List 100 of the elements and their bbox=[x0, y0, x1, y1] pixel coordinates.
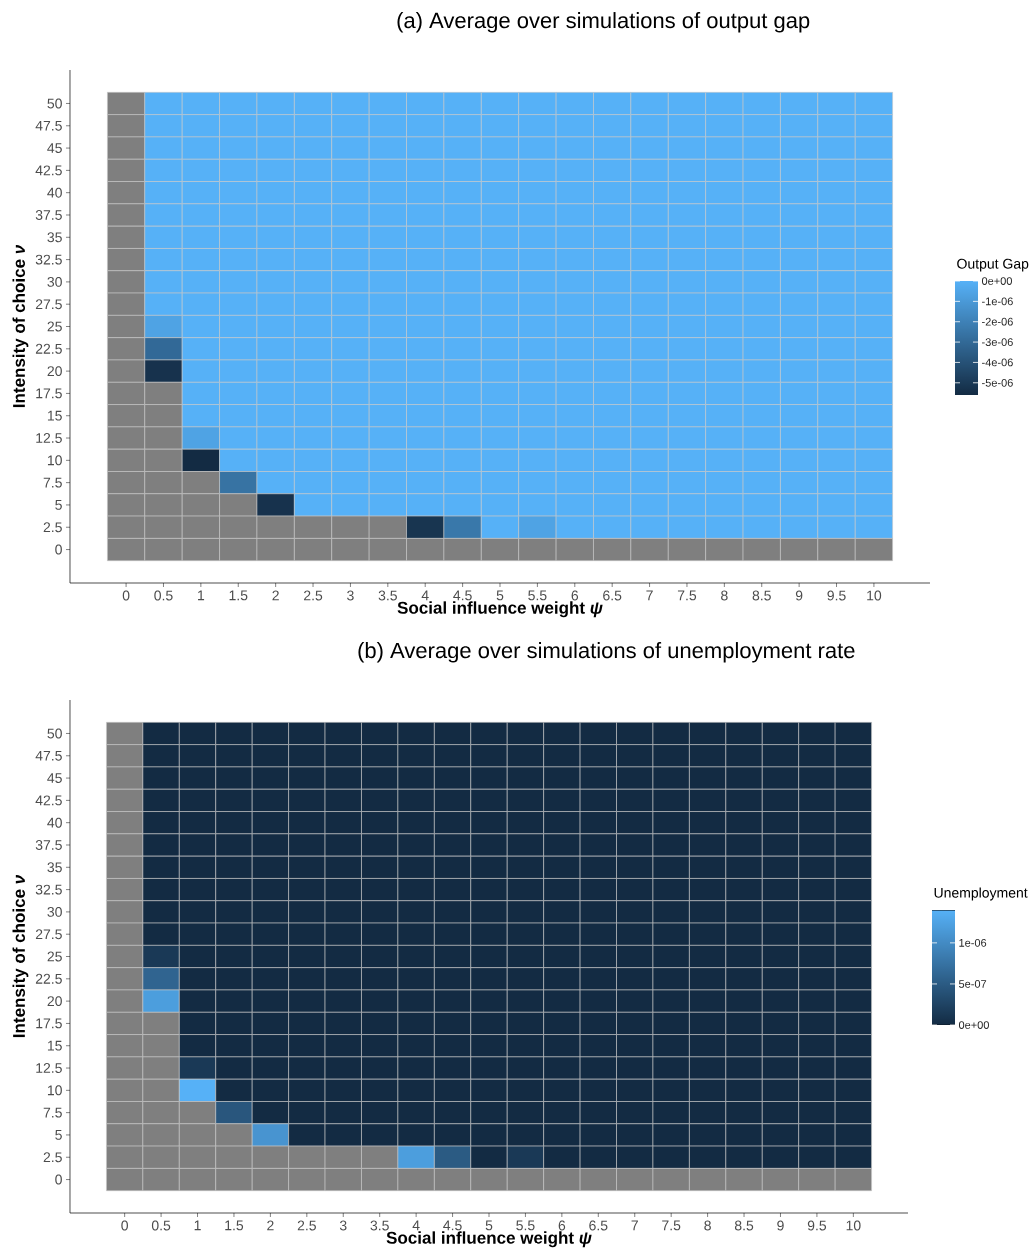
x-tick-label: 1 bbox=[198, 590, 205, 601]
x-tick-label: 10 bbox=[867, 590, 882, 601]
y-tick-label: 0 bbox=[55, 544, 62, 555]
x-tick-label: 9.5 bbox=[807, 1220, 827, 1231]
x-tick-label: 3 bbox=[347, 590, 354, 601]
y-tick-label: 45 bbox=[47, 143, 62, 153]
x-tick-label: 1 bbox=[194, 1220, 201, 1231]
y-tick-label: 47.5 bbox=[35, 750, 62, 761]
y-tick-label: 2.5 bbox=[43, 522, 62, 533]
x-tick-label: 2.5 bbox=[304, 590, 323, 601]
y-tick-label: 40 bbox=[47, 817, 62, 828]
y-tick-label: 45 bbox=[47, 773, 62, 783]
x-tick-label: 0.5 bbox=[151, 1220, 171, 1231]
x-tick-label: 7 bbox=[646, 590, 653, 601]
chart-title: (a) Average over simulations of output gap bbox=[397, 12, 810, 33]
chart-title: (b) Average over simulations of unemployment rate bbox=[358, 642, 855, 663]
y-tick-label: 5 bbox=[55, 500, 62, 510]
y-tick-label: 42.5 bbox=[35, 795, 62, 806]
color-bar-label: -2e-06 bbox=[982, 317, 1013, 326]
y-tick-label: 32.5 bbox=[35, 254, 62, 265]
x-tick-label: 8.5 bbox=[752, 590, 771, 601]
color-bar-label: 0e+00 bbox=[981, 277, 1012, 285]
y-tick-label: 50 bbox=[47, 728, 62, 739]
x-tick-label: 5 bbox=[496, 590, 504, 601]
x-tick-label: 0 bbox=[122, 590, 130, 601]
y-tick-label: 7.5 bbox=[43, 477, 62, 488]
y-tick-label: 42.5 bbox=[35, 165, 62, 176]
color-bar-label: -1e-06 bbox=[982, 297, 1013, 306]
x-tick-label: 2 bbox=[272, 590, 279, 601]
y-tick-label: 20 bbox=[47, 996, 62, 1007]
color-bar-label: 0e+00 bbox=[958, 1021, 989, 1029]
y-tick-label: 22.5 bbox=[35, 343, 62, 354]
x-tick-label: 8.5 bbox=[734, 1220, 754, 1231]
y-tick-label: 25 bbox=[47, 321, 62, 332]
x-tick-label: 3 bbox=[339, 1220, 347, 1231]
x-tick-label: 0.5 bbox=[154, 590, 173, 601]
y-tick-label: 47.5 bbox=[35, 120, 62, 131]
x-tick-label: 8 bbox=[704, 1220, 711, 1231]
x-tick-label: 9 bbox=[795, 590, 803, 601]
y-tick-label: 17.5 bbox=[36, 388, 62, 399]
x-tick-label: 6 bbox=[558, 1220, 566, 1231]
x-tick-label: 1.5 bbox=[225, 1220, 244, 1231]
x-tick-label: 9 bbox=[777, 1220, 784, 1231]
y-tick-label: 32.5 bbox=[35, 884, 62, 895]
x-tick-label: 1.5 bbox=[229, 590, 248, 601]
y-tick-label: 17.5 bbox=[36, 1018, 62, 1029]
y-axis-title: Intensity of choice ν bbox=[12, 244, 29, 408]
color-bar-title: Output Gap bbox=[957, 258, 1029, 272]
color-bar-label: -3e-06 bbox=[982, 338, 1013, 346]
y-tick-label: 22.5 bbox=[35, 973, 62, 984]
y-tick-label: 15 bbox=[47, 1040, 62, 1051]
x-tick-label: 2 bbox=[267, 1220, 274, 1231]
x-tick-label: 5.5 bbox=[528, 590, 547, 601]
x-tick-label: 2.5 bbox=[297, 1220, 316, 1231]
x-tick-label: 7.5 bbox=[677, 590, 697, 601]
x-tick-label: 7 bbox=[631, 1220, 638, 1231]
x-tick-label: 6.5 bbox=[603, 590, 622, 601]
y-axis-title: Intensity of choice ν bbox=[12, 874, 29, 1038]
y-tick-label: 27.5 bbox=[35, 299, 62, 310]
y-tick-label: 25 bbox=[47, 951, 62, 962]
y-tick-label: 50 bbox=[47, 98, 62, 109]
x-tick-label: 4.5 bbox=[453, 590, 472, 601]
y-tick-label: 30 bbox=[47, 276, 62, 287]
x-tick-label: 4 bbox=[412, 1220, 420, 1231]
y-tick-label: 37.5 bbox=[35, 840, 62, 850]
y-tick-label: 27.5 bbox=[35, 929, 62, 940]
x-tick-label: 5 bbox=[485, 1220, 493, 1231]
y-tick-label: 12.5 bbox=[36, 433, 62, 443]
color-bar-title: Unemployment bbox=[934, 887, 1028, 901]
color-bar-label: -5e-06 bbox=[982, 378, 1013, 387]
y-tick-label: 35 bbox=[47, 232, 62, 243]
y-tick-label: 2.5 bbox=[43, 1152, 62, 1163]
x-tick-label: 3.5 bbox=[370, 1220, 389, 1231]
x-tick-label: 6.5 bbox=[589, 1220, 608, 1231]
y-tick-label: 40 bbox=[47, 187, 62, 198]
x-tick-label: 0 bbox=[121, 1220, 128, 1231]
x-tick-label: 10 bbox=[846, 1220, 861, 1231]
y-tick-label: 20 bbox=[47, 366, 62, 377]
y-tick-label: 7.5 bbox=[43, 1107, 62, 1118]
y-tick-label: 15 bbox=[47, 410, 62, 421]
y-tick-label: 0 bbox=[55, 1174, 62, 1185]
x-tick-label: 3.5 bbox=[378, 590, 397, 601]
y-tick-label: 35 bbox=[47, 862, 62, 873]
x-axis-title: Social influence weight ψ bbox=[397, 601, 603, 618]
y-tick-label: 5 bbox=[55, 1130, 62, 1140]
color-bar-label: 1e-06 bbox=[959, 938, 987, 947]
y-tick-label: 10 bbox=[47, 455, 62, 466]
x-axis-title: Social influence weight ψ bbox=[386, 1231, 592, 1248]
y-tick-label: 10 bbox=[47, 1085, 62, 1096]
x-tick-label: 5.5 bbox=[516, 1220, 535, 1231]
y-tick-label: 12.5 bbox=[36, 1063, 62, 1073]
x-tick-label: 9.5 bbox=[827, 590, 846, 601]
color-bar-label: -4e-06 bbox=[982, 358, 1013, 367]
y-tick-label: 30 bbox=[47, 906, 62, 917]
x-tick-label: 8 bbox=[721, 590, 728, 601]
x-tick-label: 4 bbox=[421, 590, 429, 601]
color-bar-label: 5e-07 bbox=[958, 980, 987, 988]
x-tick-label: 7.5 bbox=[662, 1220, 681, 1231]
y-tick-label: 37.5 bbox=[35, 210, 62, 220]
x-tick-label: 6 bbox=[571, 590, 579, 601]
